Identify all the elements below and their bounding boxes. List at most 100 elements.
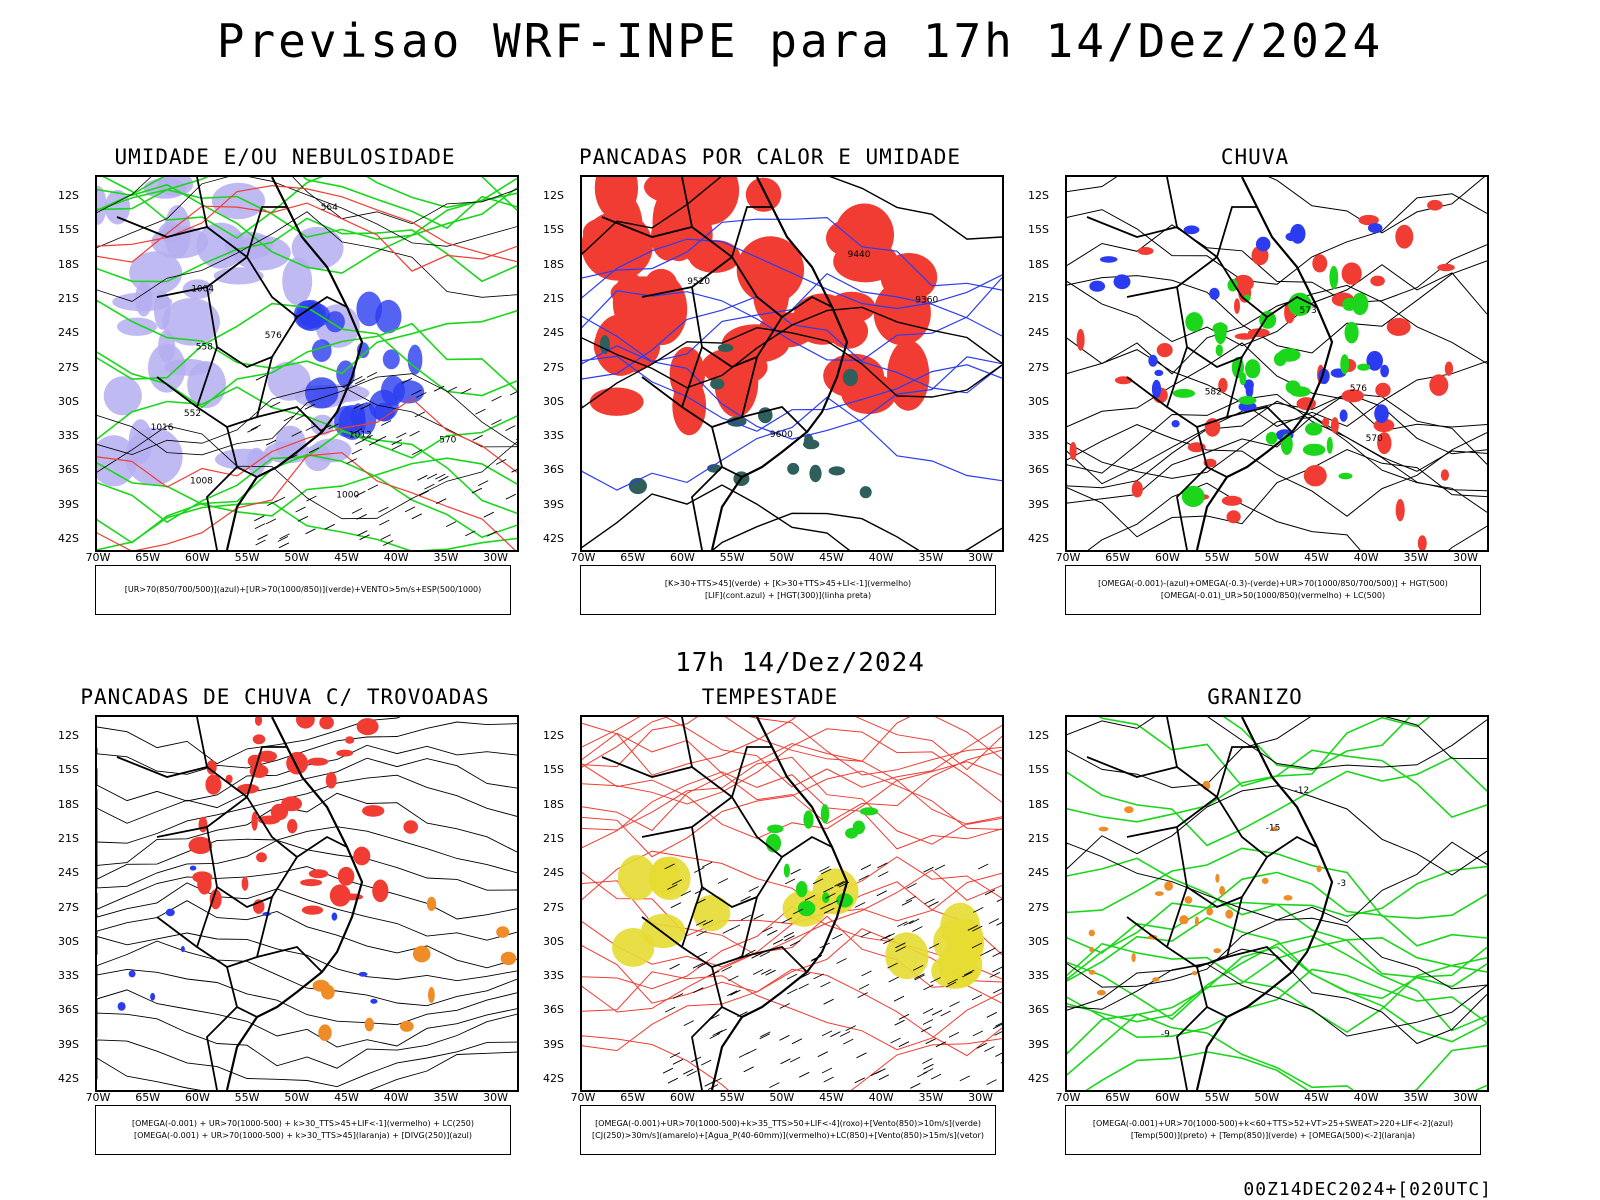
legend-line: [OMEGA(-0.001) + UR>70(1000-500) + k>30_… <box>131 1119 475 1128</box>
contour-line <box>1222 717 1411 771</box>
wind-vector <box>925 1038 936 1045</box>
y-tick-label: 39S <box>543 1037 564 1051</box>
y-tick-label: 33S <box>1028 969 1049 983</box>
shaded-area <box>189 865 197 871</box>
wind-vector <box>760 968 772 975</box>
state-border <box>1176 286 1268 369</box>
y-tick-label: 36S <box>543 463 564 477</box>
shaded-area <box>640 913 686 949</box>
shaded-area <box>325 771 337 789</box>
wind-vector <box>857 992 868 999</box>
wind-vector <box>986 1079 997 1086</box>
shaded-area <box>1238 395 1257 405</box>
shaded-area <box>1191 971 1198 976</box>
contour-line <box>97 501 517 550</box>
shaded-area <box>345 736 355 744</box>
wind-vector <box>411 449 423 456</box>
shaded-area <box>836 893 853 908</box>
shaded-area <box>1329 265 1339 290</box>
wind-vector <box>842 1038 854 1045</box>
geo-borders <box>1086 717 1334 1090</box>
shaded-area <box>1338 472 1353 480</box>
wind-vector <box>830 1031 841 1038</box>
coastline <box>710 177 849 550</box>
wind-vector <box>996 898 1002 903</box>
contour-label: 9360 <box>915 295 938 305</box>
wind-vector <box>366 371 378 378</box>
shaded-area <box>206 760 217 775</box>
state-border <box>1126 796 1218 838</box>
wind-vector <box>897 921 908 928</box>
legend-box: [OMEGA(-0.001)+UR>70(1000-500)+k>35_TTS>… <box>580 1105 996 1155</box>
shaded-area <box>337 866 355 886</box>
contour-label: 576 <box>265 331 282 341</box>
shaded-area <box>125 427 183 486</box>
y-tick-label: 21S <box>543 291 564 305</box>
legend-box: [OMEGA(-0.001)-(azul)+OMEGA(-0.3)-(verde… <box>1065 565 1481 615</box>
shaded-area <box>241 876 249 891</box>
wind-vector <box>783 931 795 938</box>
shaded-area <box>1156 343 1173 358</box>
wind-vector <box>921 1026 932 1033</box>
contour-line <box>1067 963 1487 1037</box>
wind-vector <box>923 1063 934 1070</box>
map-svg: 576 570 582 573 <box>1067 177 1487 550</box>
x-tick-label: 30W <box>1453 551 1479 564</box>
shaded-area <box>1340 354 1350 375</box>
wind-vector <box>291 430 302 437</box>
map-area: 576 570 582 573 <box>1065 175 1489 552</box>
wind-vector <box>861 970 872 977</box>
shaded-area <box>809 464 822 483</box>
legend-line: [OMEGA(-0.001)+UR>70(1000-500)+k>35_TTS>… <box>595 1119 981 1128</box>
wind-vector <box>433 385 445 392</box>
wind-vector <box>934 864 946 871</box>
shaded-area <box>828 291 876 324</box>
contour-label: 1004 <box>191 285 214 295</box>
wind-vector <box>949 1001 960 1008</box>
legend-box: [OMEGA(-0.001)+UR>70(1000-500)+k<60+TTS>… <box>1065 1105 1481 1155</box>
x-tick-label: 35W <box>433 551 459 564</box>
wind-vector <box>411 389 422 396</box>
shaded-area <box>1312 254 1328 273</box>
wind-vector <box>254 515 265 522</box>
contour-line <box>1067 749 1487 823</box>
legend-line: [OMEGA(-0.001) + UR>70(1000-500) + k>30_… <box>133 1131 473 1140</box>
wind-vector <box>813 973 824 980</box>
wind-vector <box>401 377 413 384</box>
state-border <box>206 466 238 550</box>
y-tick-label: 33S <box>58 429 79 443</box>
shaded-area <box>188 836 213 854</box>
wind-vector <box>901 899 913 906</box>
streamline <box>97 1051 517 1090</box>
wind-vector <box>426 473 438 480</box>
shaded-area <box>710 378 725 390</box>
shaded-area <box>1429 374 1449 396</box>
wind-vector <box>935 1041 947 1048</box>
shaded-area <box>426 896 437 911</box>
shaded-area <box>1234 298 1240 314</box>
shaded-area <box>1227 278 1238 292</box>
streamline <box>97 744 517 802</box>
shaded-area <box>828 466 845 476</box>
contour-line <box>1067 756 1487 847</box>
y-tick-label: 21S <box>1028 831 1049 845</box>
contour-line <box>582 1035 1002 1090</box>
state-border <box>731 206 772 258</box>
wind-vector <box>898 1041 910 1048</box>
shaded-area <box>1089 946 1094 953</box>
contour-line <box>97 211 517 302</box>
shaded-area <box>1184 896 1193 904</box>
wind-vector <box>359 534 370 541</box>
wind-vector <box>471 487 483 494</box>
wind-vector <box>823 886 834 893</box>
wind-vector <box>351 448 363 455</box>
y-tick-label: 12S <box>1028 189 1049 202</box>
state-border <box>641 916 683 948</box>
shaded-area <box>301 905 324 915</box>
contour-line <box>97 397 517 488</box>
main-title: Previsao WRF-INPE para 17h 14/Dez/2024 <box>216 14 1384 68</box>
wind-vector <box>895 946 906 953</box>
wind-vector <box>940 1010 951 1017</box>
y-tick-label: 27S <box>1028 900 1049 914</box>
y-tick-label: 12S <box>1028 729 1049 742</box>
